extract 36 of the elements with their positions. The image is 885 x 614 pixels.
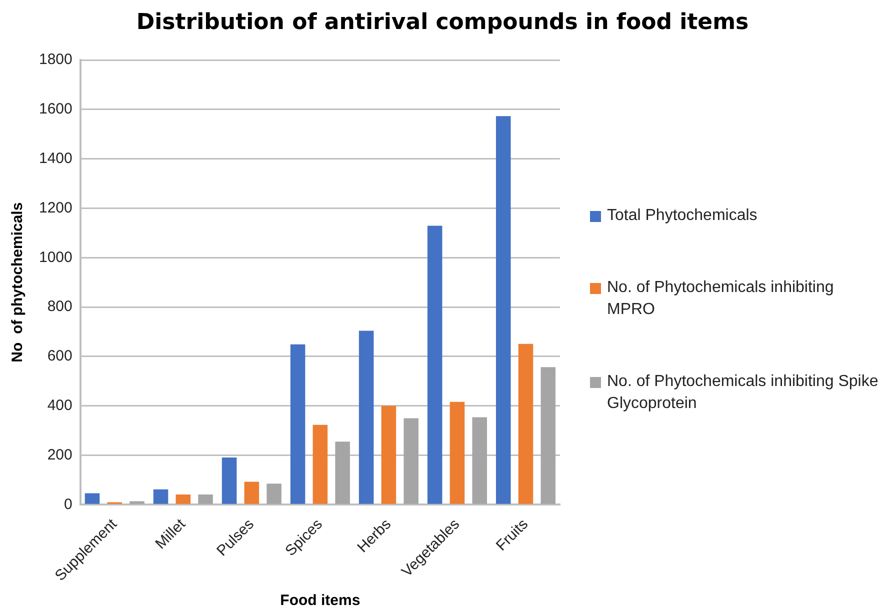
bar xyxy=(153,489,168,504)
y-axis-title: No of phytochemicals xyxy=(9,202,26,362)
legend-label: Total Phytochemicals xyxy=(607,206,758,226)
legend-label: No. of Phytochemicals inhibiting Spike Glycoprotein xyxy=(607,372,880,414)
x-axis-title: Food items xyxy=(280,592,360,610)
bar xyxy=(312,424,328,504)
y-tick-label: 0 xyxy=(64,496,72,513)
bar xyxy=(244,482,260,504)
y-tick-label: 600 xyxy=(47,348,72,365)
bar xyxy=(540,367,556,504)
y-tick-label: 1400 xyxy=(38,150,72,167)
y-tick-label: 1000 xyxy=(38,248,72,266)
bar xyxy=(198,494,213,504)
bar xyxy=(496,116,511,504)
bar xyxy=(222,457,237,504)
bar xyxy=(84,493,100,504)
y-tick-label: 1200 xyxy=(38,199,72,216)
bar xyxy=(472,417,487,504)
bar xyxy=(404,418,418,504)
bar xyxy=(290,344,306,504)
bar xyxy=(266,484,282,504)
bar xyxy=(381,406,396,504)
y-tick-label: 1800 xyxy=(38,51,72,68)
y-tick-label: 1600 xyxy=(38,100,72,118)
bar xyxy=(358,330,374,504)
bar xyxy=(518,344,534,504)
y-tick-label: 800 xyxy=(47,298,72,316)
bar xyxy=(427,226,442,504)
bar xyxy=(450,402,465,504)
y-tick-label: 200 xyxy=(47,446,72,464)
bar xyxy=(335,442,350,504)
bar xyxy=(130,501,144,504)
legend-label: No. of Phytochemicals inhibiting MPRO xyxy=(607,278,835,320)
bar xyxy=(176,494,191,504)
y-tick-label: 400 xyxy=(47,396,72,414)
chart-title: Distribution of antirival compounds in food items xyxy=(135,10,750,35)
